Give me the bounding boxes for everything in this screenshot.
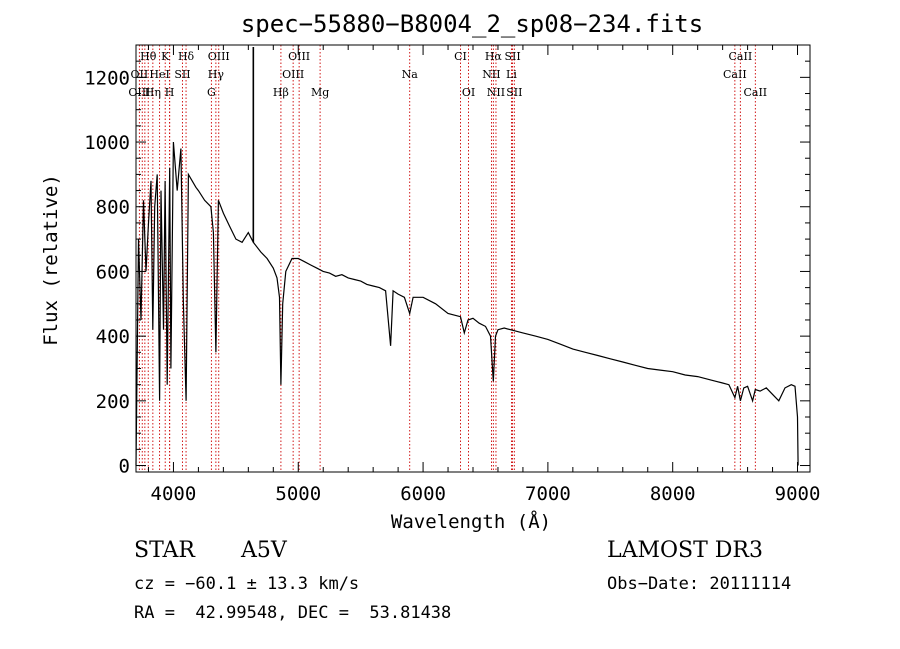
line-label: Li <box>506 68 517 81</box>
line-label: H <box>165 86 175 99</box>
line-label: CaII <box>723 68 747 81</box>
ra-dec-coords: RA = 42.99548, DEC = 53.81438 <box>134 603 452 623</box>
line-label: CI <box>454 50 467 63</box>
y-tick-label: 0 <box>119 456 130 478</box>
line-label: K <box>161 50 170 63</box>
plot-frame <box>135 44 811 473</box>
y-tick-label: 1200 <box>84 67 130 89</box>
line-label: SII <box>504 50 520 63</box>
x-tick-label: 9000 <box>775 483 821 505</box>
x-tick-label: 6000 <box>400 483 446 505</box>
line-label: SII <box>174 68 190 81</box>
line-label: Hγ <box>208 68 225 81</box>
line-label: Hα <box>485 50 503 63</box>
line-label: Hη <box>145 86 161 99</box>
line-label: Hθ <box>140 50 157 63</box>
emission-line-markers <box>138 45 756 472</box>
x-tick-label: 8000 <box>650 483 696 505</box>
chart-title: spec−55880−B8004_2_sp08−234.fits <box>241 10 703 38</box>
y-tick-label: 600 <box>96 261 130 283</box>
x-tick-label: 7000 <box>525 483 571 505</box>
y-axis: 0 200 400 600 800 1000 1200 <box>84 44 810 478</box>
object-subclass: A5V <box>241 538 287 563</box>
x-axis-label: Wavelength (Å) <box>391 510 551 533</box>
line-label: Mg <box>311 86 329 99</box>
spectrum-line <box>135 141 799 466</box>
line-label: OI <box>462 86 475 99</box>
line-label: CaII <box>743 86 767 99</box>
y-tick-label: 200 <box>96 391 130 413</box>
x-tick-label: 5000 <box>275 483 321 505</box>
redshift-cz: cz = −60.1 ± 13.3 km/s <box>134 574 360 594</box>
line-label: SII <box>506 86 522 99</box>
x-tick-label: 4000 <box>151 483 197 505</box>
object-class: STAR <box>134 538 195 563</box>
y-tick-label: 400 <box>96 326 130 348</box>
y-axis-label: Flux (relative) <box>40 174 62 346</box>
observation-date: Obs−Date: 20111114 <box>607 574 792 594</box>
line-label: OIII <box>208 50 230 63</box>
line-label: OIII <box>288 50 310 63</box>
line-label: Hδ <box>178 50 195 63</box>
line-label: OIII <box>128 86 150 99</box>
line-label: HeI <box>149 68 169 81</box>
line-label: G <box>207 86 216 99</box>
line-label: NII <box>487 86 505 99</box>
line-label: NII <box>482 68 500 81</box>
line-label: Na <box>402 68 419 81</box>
y-tick-label: 1000 <box>84 132 130 154</box>
line-label: CaII <box>729 50 753 63</box>
y-tick-label: 800 <box>96 197 130 219</box>
survey-name: LAMOST DR3 <box>607 538 763 563</box>
line-label: OII <box>131 68 149 81</box>
line-label: Hβ <box>273 86 289 99</box>
line-label: OIII <box>282 68 304 81</box>
x-axis: 4000 5000 6000 7000 8000 9000 <box>147 45 821 505</box>
